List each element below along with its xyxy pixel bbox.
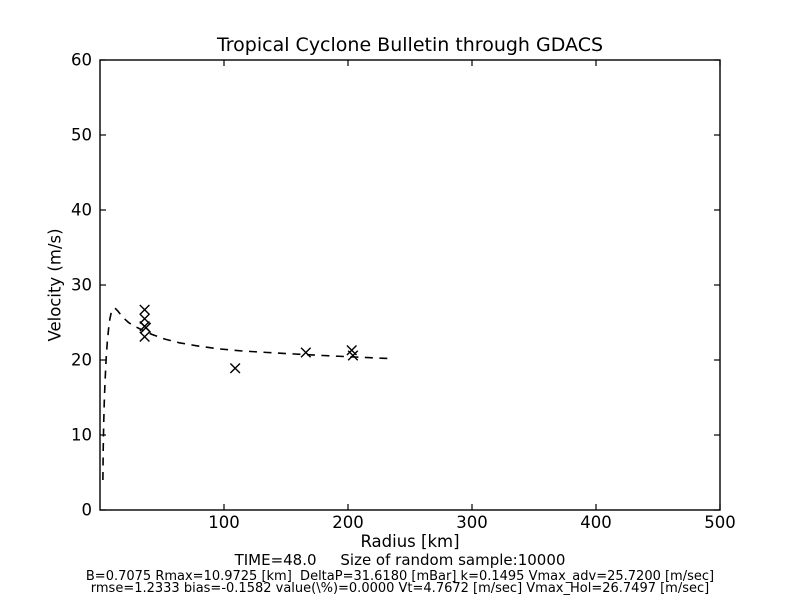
x-tick-label: 300 (456, 513, 488, 532)
y-tick-label: 40 (71, 201, 92, 220)
scatter-point-x-marker (300, 347, 312, 358)
y-tick-label: 50 (71, 126, 92, 145)
holland-curve (102, 307, 388, 481)
y-tick-label: 30 (71, 276, 92, 295)
y-tick-label: 60 (71, 51, 92, 70)
scatter-point-x-marker (347, 350, 359, 361)
param-annotation-1: B=0.7075 Rmax=10.9725 [km] DeltaP=31.618… (85, 569, 715, 584)
y-axis-label: Velocity (m/s) (45, 228, 65, 342)
time-annotation: TIME=48.0 Size of random sample:10000 (234, 551, 566, 569)
scatter-point-x-marker (139, 331, 150, 343)
x-tick-label: 100 (208, 513, 240, 532)
axes-frame (99, 59, 721, 511)
x-tick-label: 500 (704, 513, 736, 532)
scatter-point-x-marker (346, 344, 358, 356)
scatter-point-x-marker (139, 304, 150, 316)
chart-title: Tropical Cyclone Bulletin through GDACS (216, 34, 604, 56)
param-annotation-2: rmse=1.2333 bias=-0.1582 value(\%)=0.000… (90, 581, 710, 596)
x-axis-label: Radius [km] (360, 532, 460, 551)
y-tick-label: 0 (82, 501, 93, 520)
x-tick-label: 400 (580, 513, 612, 532)
y-tick-label: 20 (71, 351, 92, 370)
scatter-point-x-marker (229, 362, 241, 374)
scatter-point-x-marker (139, 313, 150, 325)
x-tick-label: 200 (332, 513, 364, 532)
y-tick-label: 10 (71, 426, 92, 445)
